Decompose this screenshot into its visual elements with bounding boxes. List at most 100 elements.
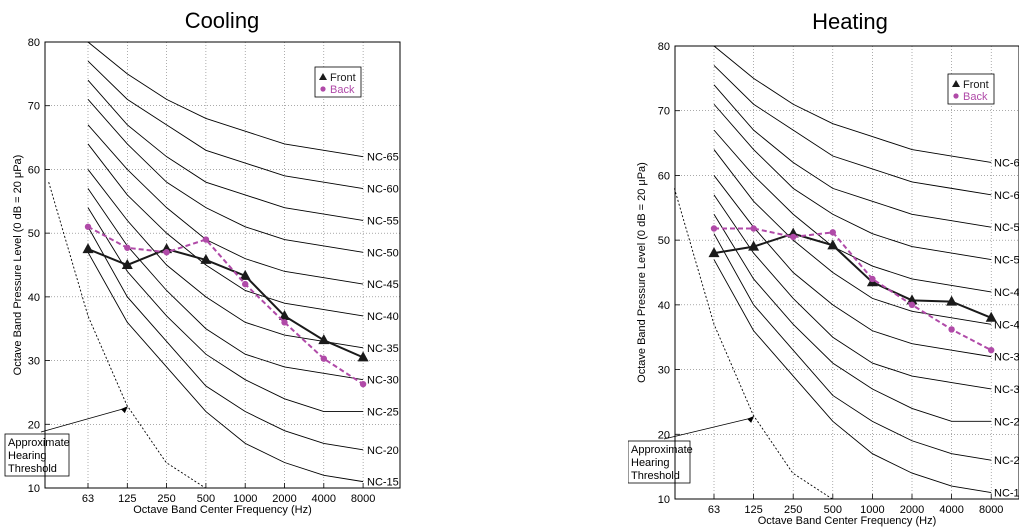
data-point-front xyxy=(279,309,290,320)
x-tick-label: 1000 xyxy=(233,493,257,505)
data-point-front xyxy=(121,259,133,269)
y-tick-label: 30 xyxy=(28,356,40,368)
series-line-back xyxy=(714,227,992,352)
legend-label-back: Back xyxy=(963,91,988,103)
nc-curve xyxy=(87,124,364,285)
x-tick-label: 8000 xyxy=(979,504,1003,516)
nc-curve xyxy=(87,143,364,317)
legend-marker-front xyxy=(319,73,327,80)
data-point-back xyxy=(908,301,916,309)
y-tick-label: 10 xyxy=(28,483,40,495)
data-point-front xyxy=(161,243,173,254)
data-point-front xyxy=(985,311,997,322)
series-line-front xyxy=(87,248,364,359)
x-tick-label: 4000 xyxy=(939,504,963,516)
nc-curve xyxy=(87,188,364,381)
plot-frame xyxy=(44,41,401,489)
data-point-front xyxy=(708,247,720,258)
legend-label-front: Front xyxy=(963,79,989,91)
data-point-back xyxy=(242,280,249,288)
nc-curve-label: NC-65 xyxy=(367,152,399,164)
threshold-arrowhead xyxy=(120,406,128,414)
data-point-back xyxy=(988,346,995,354)
data-point-back xyxy=(869,275,876,283)
nc-curve xyxy=(713,233,992,461)
y-tick-label: 80 xyxy=(28,37,40,49)
nc-curve-label: NC-60 xyxy=(367,184,399,196)
data-point-back xyxy=(710,225,718,232)
data-point-back xyxy=(829,229,836,236)
nc-curve-label: NC-15 xyxy=(367,477,399,489)
nc-curve-label: NC-5 xyxy=(994,255,1019,267)
nc-curve xyxy=(713,103,992,261)
hearing-threshold-curve xyxy=(673,188,833,500)
nc-curve-label: NC-30 xyxy=(367,375,399,387)
nc-curve-label: NC-50 xyxy=(367,247,399,259)
nc-curve xyxy=(87,226,364,451)
plot-frame xyxy=(674,45,1019,500)
threshold-label-line: Approximate xyxy=(631,444,693,456)
x-tick-label: 63 xyxy=(708,504,720,516)
y-tick-label: 40 xyxy=(28,292,40,304)
data-point-back xyxy=(790,233,797,241)
threshold-label-line: Hearing xyxy=(8,450,47,462)
x-tick-label: 500 xyxy=(824,504,842,516)
data-point-back xyxy=(948,326,955,333)
data-point-back xyxy=(202,236,210,243)
nc-curve-label: NC-3 xyxy=(994,352,1019,364)
y-tick-label: 50 xyxy=(28,228,40,240)
data-point-back xyxy=(84,223,92,230)
nc-curve xyxy=(713,45,992,163)
x-tick-label: 8000 xyxy=(351,493,375,505)
nc-curve-label: NC-45 xyxy=(367,279,399,291)
data-point-back xyxy=(163,249,170,256)
nc-curve xyxy=(87,252,364,483)
y-tick-label: 60 xyxy=(658,170,670,182)
nc-curve xyxy=(713,129,992,293)
x-axis-label: Octave Band Center Frequency (Hz) xyxy=(758,515,937,527)
nc-curve-label: NC-1 xyxy=(994,488,1019,500)
nc-curve-label: NC-6 xyxy=(994,157,1019,169)
nc-curve xyxy=(713,259,992,493)
nc-curve-label: NC-4 xyxy=(994,319,1019,331)
threshold-arrow xyxy=(40,407,126,433)
threshold-label-line: Threshold xyxy=(8,463,57,475)
data-point-front xyxy=(787,227,799,238)
y-tick-label: 20 xyxy=(658,429,670,441)
x-tick-label: 125 xyxy=(118,493,136,505)
chart-title: Heating xyxy=(812,9,888,34)
nc-curve-label: NC-3 xyxy=(994,384,1019,396)
legend-marker-front xyxy=(952,80,960,87)
x-tick-label: 250 xyxy=(157,493,175,505)
nc-curve xyxy=(87,207,364,412)
y-axis-label: Octave Band Pressure Level (0 dB = 20 μP… xyxy=(12,155,24,376)
y-tick-label: 10 xyxy=(658,494,670,506)
nc-curve-label: NC-25 xyxy=(367,407,399,419)
nc-curve xyxy=(87,60,364,189)
y-tick-label: 70 xyxy=(658,106,670,118)
data-point-front xyxy=(82,243,94,254)
nc-curve-label: NC-35 xyxy=(367,343,399,355)
data-point-back xyxy=(124,244,131,251)
x-tick-label: 250 xyxy=(784,504,802,516)
x-tick-label: 4000 xyxy=(312,493,336,505)
legend-box xyxy=(314,66,362,98)
threshold-label-line: Threshold xyxy=(631,470,680,482)
nc-curve-label: NC-20 xyxy=(367,445,399,457)
nc-curve xyxy=(87,169,364,349)
nc-curve xyxy=(87,41,364,158)
nc-curve xyxy=(713,175,992,358)
legend-marker-back xyxy=(320,86,326,92)
y-tick-label: 40 xyxy=(658,300,670,312)
threshold-arrow xyxy=(663,417,753,440)
x-axis-label: Octave Band Center Frequency (Hz) xyxy=(133,504,312,516)
nc-curve-label: NC-6 xyxy=(994,190,1019,202)
nc-curve xyxy=(87,99,364,253)
x-tick-label: 2000 xyxy=(900,504,924,516)
legend-label-front: Front xyxy=(330,72,356,84)
heating-chart: NC-6 NC-6 NC-5 NC-5 NC-4 NC-4 NC-3 NC-3 NC-2 NC-2… xyxy=(628,9,1019,527)
nc-curve-label: NC-5 xyxy=(994,222,1019,234)
nc-curve xyxy=(713,65,992,196)
legend-box xyxy=(947,73,995,105)
x-tick-label: 125 xyxy=(744,504,762,516)
